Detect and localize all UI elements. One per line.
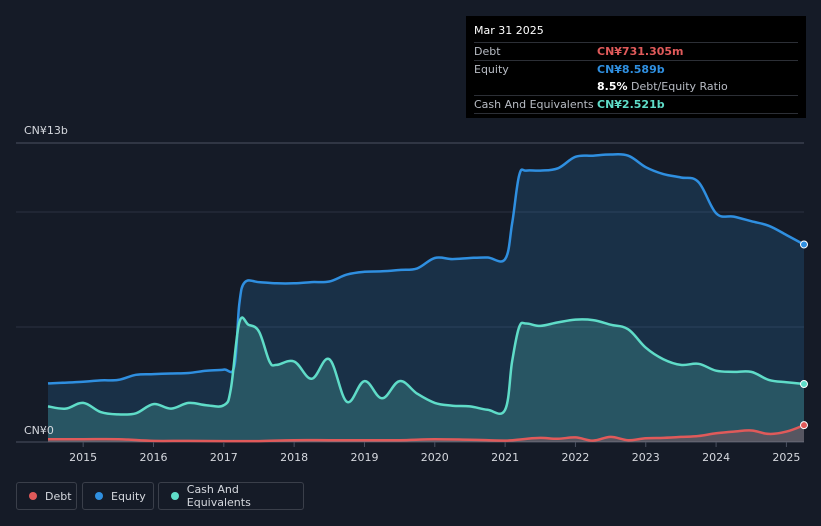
tooltip-debt-row: Debt CN¥731.305m — [474, 43, 798, 61]
x-tick-label: 2022 — [561, 451, 589, 464]
x-tick-label: 2021 — [491, 451, 519, 464]
tooltip-debt-label: Debt — [474, 45, 501, 58]
legend-cash-label: Cash And Equivalents — [186, 483, 251, 509]
equity-endpoint — [800, 240, 808, 249]
legend-cash[interactable]: Cash And Equivalents — [158, 482, 304, 510]
tooltip-panel: Mar 31 2025 Debt CN¥731.305m Equity CN¥8… — [466, 16, 806, 118]
tooltip-cash-row: Cash And Equivalents CN¥2.521b — [474, 96, 798, 114]
x-axis-ticks: 2015 2016 2017 2018 2019 2020 2021 2022 2023 2024… — [69, 442, 800, 464]
series-lines — [47, 152, 805, 443]
tooltip-equity-row: Equity CN¥8.589b — [474, 61, 798, 78]
tooltip-ratio-label: Debt/Equity Ratio — [631, 80, 728, 93]
tooltip-ratio-row: 8.5% Debt/Equity Ratio — [474, 78, 798, 96]
equity-area — [48, 154, 804, 442]
x-tick-label: 2018 — [280, 451, 308, 464]
tooltip-debt-value: CN¥731.305m — [597, 45, 684, 58]
debt-line — [48, 424, 805, 443]
cash-endpoint — [800, 380, 808, 389]
x-tick-label: 2017 — [210, 451, 238, 464]
legend-cash-dot — [171, 492, 179, 500]
legend-equity-dot — [95, 492, 103, 500]
legend-equity-label: Equity — [111, 489, 146, 503]
tooltip-date: Mar 31 2025 — [474, 22, 798, 43]
gridlines — [16, 142, 804, 443]
x-tick-label: 2025 — [772, 451, 800, 464]
cash-line — [47, 316, 805, 416]
tooltip-equity-label: Equity — [474, 63, 509, 76]
x-tick-label: 2016 — [139, 451, 167, 464]
debt-endpoint — [800, 421, 808, 430]
tooltip-cash-label: Cash And Equivalents — [474, 98, 594, 111]
legend-debt[interactable]: Debt — [16, 482, 77, 510]
legend-debt-dot — [29, 492, 37, 500]
x-tick-label: 2019 — [350, 451, 378, 464]
legend-debt-label: Debt — [45, 489, 72, 503]
x-tick-label: 2015 — [69, 451, 97, 464]
x-tick-label: 2023 — [632, 451, 660, 464]
y-axis-top-label: CN¥13b — [24, 124, 68, 137]
equity-line — [47, 152, 805, 385]
series-endpoints — [800, 240, 808, 430]
y-axis-bottom-label: CN¥0 — [24, 424, 54, 437]
x-tick-label: 2020 — [421, 451, 449, 464]
tooltip-ratio-value: 8.5% — [597, 80, 628, 93]
tooltip-equity-value: CN¥8.589b — [597, 63, 665, 76]
tooltip-cash-value: CN¥2.521b — [597, 98, 665, 111]
legend-equity[interactable]: Equity — [82, 482, 154, 510]
x-tick-label: 2024 — [702, 451, 730, 464]
